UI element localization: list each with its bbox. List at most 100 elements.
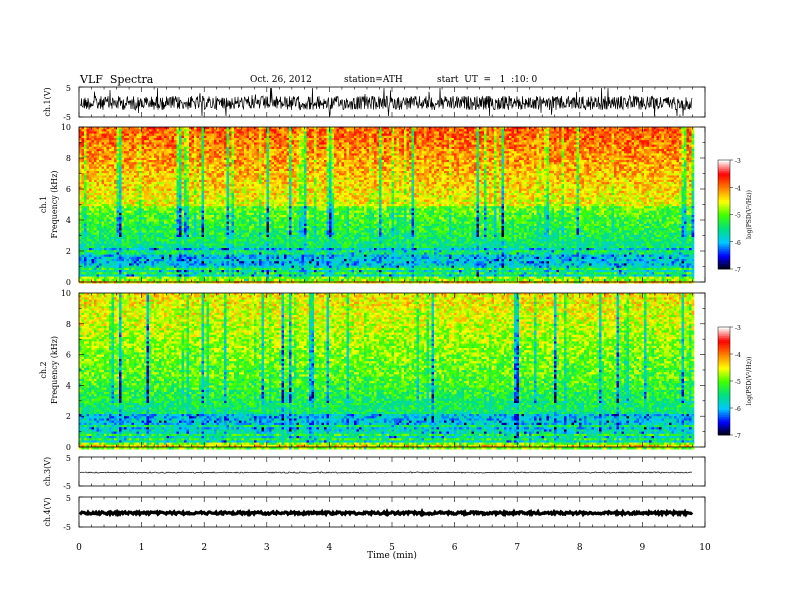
spectrogram-cell — [226, 162, 230, 165]
spectrogram-cell — [104, 138, 107, 141]
spectrogram-cell — [256, 140, 260, 143]
spectrogram-cell — [659, 162, 662, 165]
spectrogram-cell — [564, 131, 567, 134]
spectrogram-cell — [244, 166, 247, 170]
spectrogram-cell — [266, 149, 270, 152]
spectrogram-cell — [374, 157, 377, 161]
spectrogram-cell — [281, 140, 285, 143]
spectrogram-cell — [581, 149, 585, 152]
spectrogram-cell — [509, 131, 512, 134]
spectrogram-cell — [126, 146, 130, 150]
spectrogram-cell — [554, 127, 557, 130]
spectrogram-cell — [411, 140, 415, 143]
spectrogram-cell — [134, 144, 137, 148]
spectrogram-cell — [89, 146, 92, 150]
spectrogram-cell — [531, 155, 535, 159]
spectrogram-cell — [586, 166, 590, 170]
spectrogram-cell — [129, 151, 132, 154]
spectrogram-cell — [289, 149, 292, 152]
spectrogram-cell — [421, 166, 425, 170]
spectrogram-cell — [454, 168, 457, 172]
spectrogram-cell — [669, 162, 672, 165]
spectrogram-cell — [296, 135, 300, 139]
spectrogram-cell — [586, 157, 590, 161]
spectrogram-cell — [436, 133, 440, 137]
spectrogram-cell — [79, 142, 82, 145]
spectrogram-cell — [276, 129, 280, 132]
spectrogram-cell — [649, 135, 652, 139]
spectrogram-cell — [356, 138, 360, 141]
spectrogram-cell — [361, 164, 365, 167]
spectrogram-cell — [261, 144, 265, 148]
spectrogram-cell — [589, 140, 592, 143]
spectrogram-cell — [89, 127, 92, 130]
spectrogram-cell — [651, 146, 655, 150]
spectrogram-cell — [324, 138, 327, 141]
spectrogram-cell — [309, 138, 312, 141]
spectrogram-cell — [606, 142, 610, 145]
spectrogram-cell — [194, 166, 197, 170]
spectrogram-cell — [119, 157, 122, 161]
spectrogram-cell — [194, 160, 197, 163]
spectrogram-cell — [141, 146, 145, 150]
spectrogram-cell — [546, 135, 550, 139]
spectrogram-cell — [351, 166, 355, 170]
spectrogram-cell — [471, 153, 475, 156]
spectrogram-cell — [469, 164, 472, 167]
spectrogram-cell — [354, 151, 357, 154]
spectrogram-cell — [616, 166, 620, 170]
spectrogram-cell — [494, 164, 497, 167]
spectrogram-cell — [676, 157, 680, 161]
spectrogram-cell — [544, 160, 547, 163]
spectrogram-cell — [591, 140, 595, 143]
spectrogram-cell — [394, 146, 397, 150]
spectrogram-cell — [586, 133, 590, 137]
spectrogram-cell — [446, 144, 450, 148]
spectrogram-cell — [474, 140, 477, 143]
spectrogram-cell — [349, 131, 352, 134]
spectrogram-cell — [419, 140, 422, 143]
spectrogram-cell — [101, 127, 105, 130]
spectrogram-cell — [156, 164, 160, 167]
spectrogram-cell — [651, 140, 655, 143]
spectrogram-cell — [109, 146, 112, 150]
spectrogram-cell — [186, 151, 190, 154]
spectrogram-cell — [594, 138, 597, 141]
spectrogram-cell — [101, 146, 105, 150]
spectrogram-cell — [301, 140, 305, 143]
spectrogram-cell — [501, 164, 505, 167]
spectrogram-cell — [494, 168, 497, 172]
spectrogram-cell — [344, 162, 347, 165]
spectrogram-cell — [186, 155, 190, 159]
spectrogram-cell — [474, 153, 477, 156]
spectrogram-cell — [691, 149, 695, 152]
spectrogram-cell — [649, 127, 652, 130]
spectrogram-cell — [579, 151, 582, 154]
spectrogram-cell — [281, 144, 285, 148]
spectrogram-cell — [119, 146, 122, 150]
spectrogram-cell — [379, 135, 382, 139]
spectrogram-cell — [561, 153, 565, 156]
spectrogram-cell — [381, 168, 385, 172]
spectrogram-cell — [196, 151, 200, 154]
spectrogram-cell — [626, 138, 630, 141]
spectrogram-cell — [341, 146, 345, 150]
spectrogram-cell — [536, 131, 540, 134]
spectrogram-cell — [456, 144, 460, 148]
spectrogram-cell — [189, 166, 192, 170]
spectrogram-cell — [266, 142, 270, 145]
spectrogram-cell — [229, 162, 232, 165]
spectrogram-cell — [281, 133, 285, 137]
spectrogram-cell — [236, 155, 240, 159]
spectrogram-cell — [366, 149, 370, 152]
spectrogram-cell — [186, 149, 190, 152]
spectrogram-cell — [241, 155, 245, 159]
spectrogram-cell — [126, 127, 130, 130]
spectrogram-cell — [104, 149, 107, 152]
spectrogram-cell — [674, 160, 677, 163]
spectrogram-cell — [689, 155, 692, 159]
spectrogram-cell — [101, 135, 105, 139]
spectrogram-cell — [389, 168, 392, 172]
spectrogram-cell — [551, 138, 555, 141]
spectrogram-cell — [501, 149, 505, 152]
